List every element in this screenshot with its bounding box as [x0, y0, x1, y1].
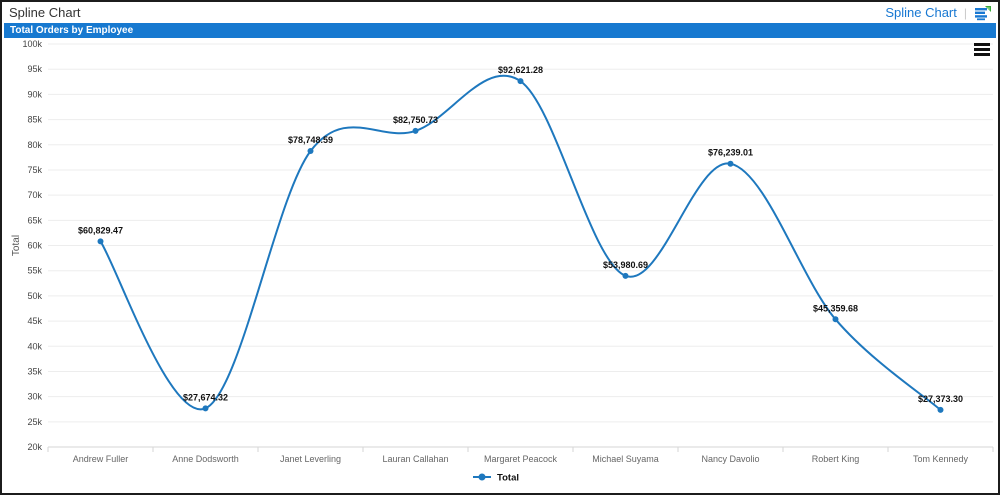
legend-item-total[interactable]: Total: [473, 473, 519, 484]
spline-chart-link[interactable]: Spline Chart: [885, 5, 957, 20]
y-axis-tick-label: 30k: [27, 392, 42, 402]
x-axis-tick-label: Janet Leverling: [280, 454, 341, 464]
spline-chart-canvas: 100k 95k 90k 85k 80k 75k 70k 65k 60k 55k 50k 45k 40k…: [11, 39, 994, 484]
data-point-marker[interactable]: [937, 406, 944, 413]
panel-header: Total Orders by Employee: [4, 23, 996, 38]
y-axis-tick-label: 50k: [27, 291, 42, 301]
y-axis-tick-label: 80k: [27, 140, 42, 150]
y-axis-tick-label: 55k: [27, 266, 42, 276]
data-point-marker[interactable]: [202, 405, 209, 412]
y-axis-tick-label: 65k: [27, 215, 42, 225]
title-bar-actions: Spline Chart |: [885, 5, 991, 21]
page-title: Spline Chart: [9, 5, 81, 20]
data-point-marker[interactable]: [517, 78, 524, 85]
data-point-label: $60,829.47: [78, 225, 123, 235]
chart-menu-icon[interactable]: [974, 43, 990, 56]
y-axis-tick-label: 40k: [27, 341, 42, 351]
x-axis-tick-label: Anne Dodsworth: [172, 454, 239, 464]
data-point-marker[interactable]: [97, 238, 104, 245]
data-point-label: $76,239.01: [708, 148, 753, 158]
x-axis-tick-label: Lauran Callahan: [382, 454, 448, 464]
spline-series-path: [99, 74, 942, 411]
title-bar: Spline Chart Spline Chart |: [2, 2, 998, 23]
data-point-marker[interactable]: [307, 148, 314, 155]
x-axis-tick-label: Nancy Davolio: [701, 454, 759, 464]
x-axis-tick-label: Michael Suyama: [592, 454, 659, 464]
data-point-label: $45,359.68: [813, 303, 858, 313]
data-point-label: $82,750.73: [393, 115, 438, 125]
data-point-label: $27,674.32: [183, 392, 228, 402]
y-axis-tick-label: 20k: [27, 442, 42, 452]
x-axis-tick-label: Margaret Peacock: [484, 454, 558, 464]
data-point-label: $53,980.69: [603, 260, 648, 270]
y-axis-tick-label: 85k: [27, 115, 42, 125]
y-axis-tick-label: 35k: [27, 366, 42, 376]
legend-label: Total: [497, 473, 519, 484]
x-axis-tick-label: Andrew Fuller: [73, 454, 129, 464]
data-point-marker[interactable]: [727, 160, 734, 167]
data-point-label: $27,373.30: [918, 394, 963, 404]
chart-area: 100k 95k 90k 85k 80k 75k 70k 65k 60k 55k 50k 45k 40k…: [4, 38, 996, 493]
panel-title: Total Orders by Employee: [10, 25, 134, 36]
y-axis-tick-label: 75k: [27, 165, 42, 175]
data-point-label: $78,748.59: [288, 135, 333, 145]
data-point-marker[interactable]: [412, 127, 419, 134]
source-code-icon[interactable]: [974, 6, 991, 21]
legend-marker-icon: [478, 473, 486, 481]
y-axis-tick-label: 95k: [27, 64, 42, 74]
data-point-label: $92,621.28: [498, 65, 543, 75]
y-axis-tick-label: 90k: [27, 89, 42, 99]
x-axis-tick-label: Tom Kennedy: [913, 454, 969, 464]
divider: |: [963, 5, 967, 20]
y-axis-tick-label: 70k: [27, 190, 42, 200]
y-axis-tick-label: 45k: [27, 316, 42, 326]
y-axis-tick-label: 100k: [22, 39, 42, 49]
y-axis-tick-label: 60k: [27, 241, 42, 251]
x-axis-tick-label: Robert King: [812, 454, 860, 464]
data-point-marker[interactable]: [832, 316, 839, 323]
data-point-marker[interactable]: [622, 272, 629, 279]
y-axis-tick-label: 25k: [27, 417, 42, 427]
y-axis-title: Total: [11, 235, 22, 256]
